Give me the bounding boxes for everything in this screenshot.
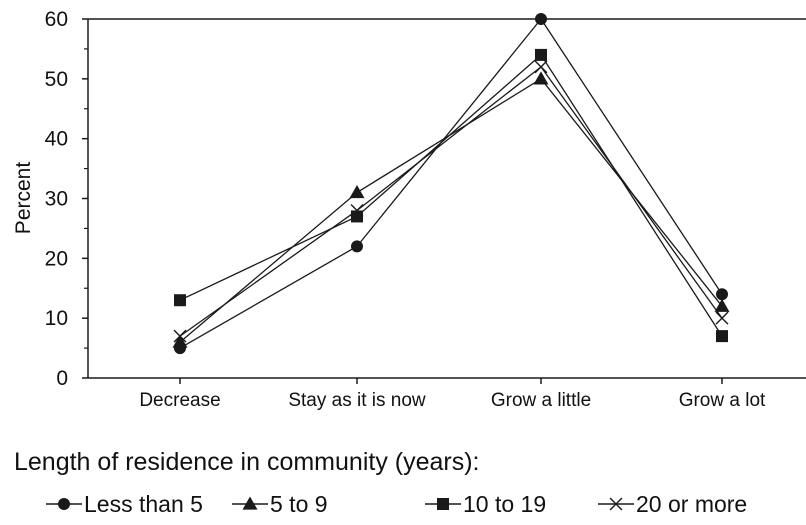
x-category-label: Decrease xyxy=(139,390,220,411)
data-point xyxy=(351,240,363,253)
legend: Less than 5 5 to 9 10 to 19 20 or more xyxy=(46,491,747,517)
series-line-less-than-5 xyxy=(179,17,723,349)
legend-title: Length of residence in community (years)… xyxy=(14,448,480,476)
data-point xyxy=(716,330,728,343)
y-axis-title: Percent xyxy=(12,162,35,235)
series-line-20-or-more xyxy=(179,65,723,337)
y-tick-label: 0 xyxy=(56,367,68,390)
data-point xyxy=(715,311,729,325)
data-point xyxy=(535,13,547,25)
y-axis-ticks: 0 10 20 30 40 50 60 xyxy=(45,8,88,390)
data-point xyxy=(535,48,547,61)
series-line-10-to-19 xyxy=(179,53,723,337)
legend-label: 10 to 19 xyxy=(463,491,546,517)
y-tick-label: 10 xyxy=(45,307,68,330)
legend-entry: 10 to 19 xyxy=(425,491,546,517)
data-point xyxy=(350,203,364,217)
data-point xyxy=(172,334,188,348)
x-category-label: Grow a little xyxy=(491,390,591,411)
legend-entry: 5 to 9 xyxy=(232,491,328,517)
data-point xyxy=(174,294,186,307)
legend-label: 20 or more xyxy=(636,491,747,517)
data-point xyxy=(349,185,365,199)
legend-marker xyxy=(609,497,623,511)
legend-marker xyxy=(242,496,258,510)
legend-label: Less than 5 xyxy=(84,491,203,517)
data-point xyxy=(533,71,549,85)
legend-label: 5 to 9 xyxy=(270,491,328,517)
y-tick-label: 30 xyxy=(45,188,68,211)
data-point xyxy=(534,60,548,74)
y-tick-label: 20 xyxy=(45,247,68,270)
series-markers xyxy=(172,13,730,355)
y-tick-label: 60 xyxy=(45,8,68,31)
x-category-label: Stay as it is now xyxy=(288,390,426,411)
series-lines xyxy=(179,17,723,349)
y-tick-label: 40 xyxy=(45,128,68,151)
data-point xyxy=(351,210,363,223)
y-tick-label: 50 xyxy=(45,68,68,91)
x-category-label: Grow a lot xyxy=(679,390,766,411)
data-point xyxy=(173,329,187,343)
data-point xyxy=(714,298,730,312)
data-point xyxy=(716,288,728,301)
x-axis-ticks: Decrease Stay as it is now Grow a little Gr… xyxy=(139,378,766,411)
legend-entry: 20 or more xyxy=(598,491,747,517)
legend-marker xyxy=(437,498,449,510)
axes xyxy=(87,18,806,379)
legend-entry: Less than 5 xyxy=(46,491,203,517)
legend-marker xyxy=(58,498,70,510)
